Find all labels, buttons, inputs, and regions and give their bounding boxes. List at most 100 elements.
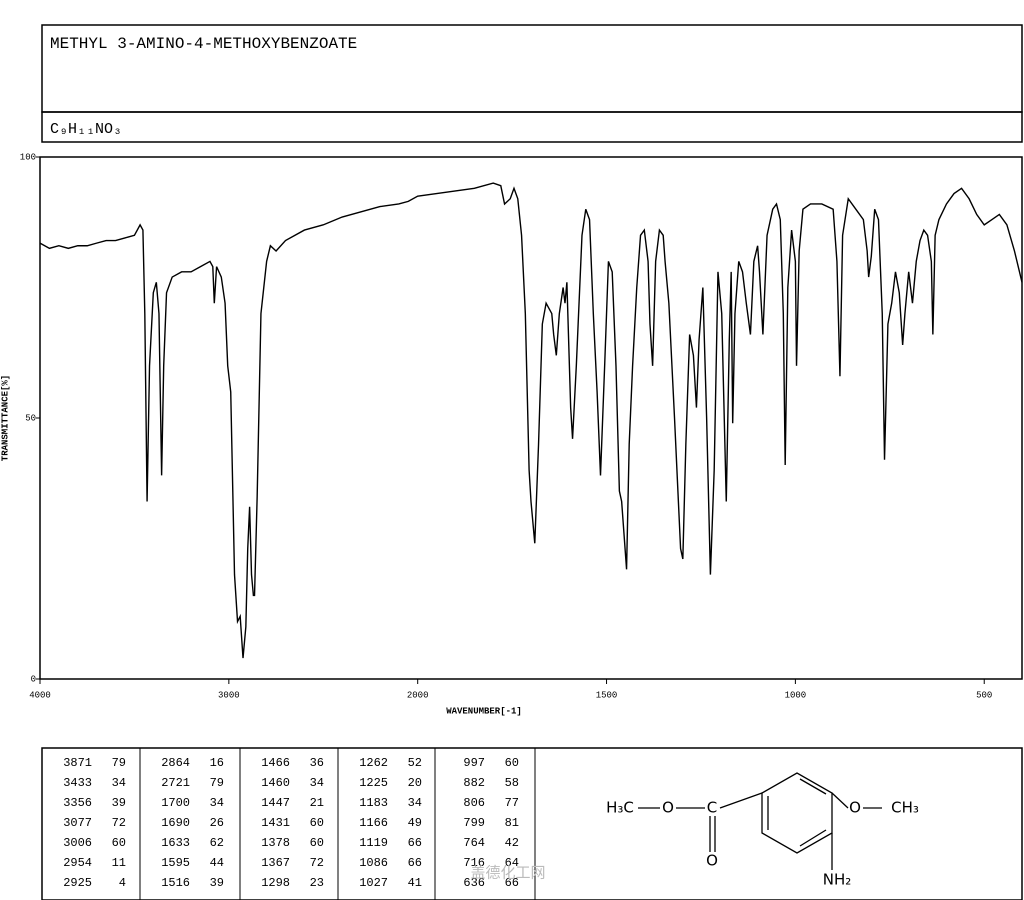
peak-wavenumber: 1183 xyxy=(359,796,388,810)
peak-wavenumber: 806 xyxy=(463,796,485,810)
y-tick-label: 100 xyxy=(20,152,36,162)
peak-transmittance: 60 xyxy=(112,836,126,850)
peak-transmittance: 72 xyxy=(310,856,324,870)
peak-transmittance: 79 xyxy=(210,776,224,790)
peak-transmittance: 44 xyxy=(210,856,224,870)
peak-wavenumber: 1595 xyxy=(161,856,190,870)
peak-wavenumber: 1367 xyxy=(261,856,290,870)
peak-transmittance: 42 xyxy=(505,836,519,850)
peak-transmittance: 4 xyxy=(119,876,126,890)
x-tick-label: 4000 xyxy=(29,690,51,700)
bond xyxy=(799,778,827,795)
peak-transmittance: 34 xyxy=(408,796,422,810)
atom-label: O xyxy=(849,799,861,817)
peak-transmittance: 36 xyxy=(310,756,324,770)
peak-wavenumber: 1086 xyxy=(359,856,388,870)
peak-wavenumber: 1466 xyxy=(261,756,290,770)
bond xyxy=(719,792,763,809)
structure xyxy=(638,772,882,870)
peak-wavenumber: 1027 xyxy=(359,876,388,890)
y-tick-label: 50 xyxy=(25,413,36,423)
peak-transmittance: 39 xyxy=(112,796,126,810)
peak-wavenumber: 882 xyxy=(463,776,485,790)
x-tick-label: 1500 xyxy=(596,690,618,700)
peak-wavenumber: 2925 xyxy=(63,876,92,890)
peak-transmittance: 26 xyxy=(210,816,224,830)
peak-wavenumber: 2954 xyxy=(63,856,92,870)
peak-wavenumber: 1431 xyxy=(261,816,290,830)
spectrum-line xyxy=(39,182,1023,659)
peak-transmittance: 60 xyxy=(310,836,324,850)
table-box xyxy=(41,747,1023,900)
peak-transmittance: 81 xyxy=(505,816,519,830)
peak-transmittance: 58 xyxy=(505,776,519,790)
peak-wavenumber: 1700 xyxy=(161,796,190,810)
peak-wavenumber: 799 xyxy=(463,816,485,830)
peak-transmittance: 34 xyxy=(310,776,324,790)
peak-transmittance: 52 xyxy=(408,756,422,770)
atom-label: O xyxy=(662,799,674,817)
peak-transmittance: 62 xyxy=(210,836,224,850)
peak-wavenumber: 764 xyxy=(463,836,485,850)
x-tick-label: 500 xyxy=(976,690,992,700)
peak-wavenumber: 2864 xyxy=(161,756,190,770)
atom-label: O xyxy=(706,852,718,870)
peak-transmittance: 66 xyxy=(408,856,422,870)
peak-transmittance: 21 xyxy=(310,796,324,810)
peak-wavenumber: 997 xyxy=(463,756,485,770)
peak-wavenumber: 3871 xyxy=(63,756,92,770)
peak-transmittance: 34 xyxy=(210,796,224,810)
peak-transmittance: 64 xyxy=(505,856,519,870)
peak-wavenumber: 3356 xyxy=(63,796,92,810)
peak-wavenumber: 1447 xyxy=(261,796,290,810)
peak-transmittance: 79 xyxy=(112,756,126,770)
peak-transmittance: 11 xyxy=(112,856,126,870)
x-tick-label: 2000 xyxy=(407,690,429,700)
peak-wavenumber: 636 xyxy=(463,876,485,890)
formula: C₉H₁₁NO₃ xyxy=(50,121,122,138)
peak-transmittance: 39 xyxy=(210,876,224,890)
compound-title: METHYL 3-AMINO-4-METHOXYBENZOATE xyxy=(50,35,357,53)
atom-label: H₃C xyxy=(606,799,634,817)
peak-wavenumber: 2721 xyxy=(161,776,190,790)
peak-transmittance: 66 xyxy=(505,876,519,890)
peak-transmittance: 41 xyxy=(408,876,422,890)
peak-transmittance: 60 xyxy=(505,756,519,770)
benzene-ring xyxy=(761,772,833,854)
x-axis-label: WAVENUMBER[-1] xyxy=(446,706,522,716)
peak-transmittance: 60 xyxy=(310,816,324,830)
atom-label: C xyxy=(707,799,717,817)
peak-wavenumber: 716 xyxy=(463,856,485,870)
bond xyxy=(831,792,849,809)
peak-wavenumber: 1633 xyxy=(161,836,190,850)
watermark: 盖德化工网 xyxy=(470,864,545,882)
peak-transmittance: 23 xyxy=(310,876,324,890)
peak-wavenumber: 1460 xyxy=(261,776,290,790)
peak-table: 3871 79 3433 34 3356 39 3077 72 3006 60 2954 11 2925… xyxy=(41,747,1023,900)
peak-transmittance: 16 xyxy=(210,756,224,770)
peak-wavenumber: 3077 xyxy=(63,816,92,830)
atom-label: CH₃ xyxy=(891,799,919,817)
peak-transmittance: 34 xyxy=(112,776,126,790)
y-axis-label: TRANSMITTANCE[%] xyxy=(0,375,10,461)
x-tick-label: 3000 xyxy=(218,690,240,700)
peak-wavenumber: 1378 xyxy=(261,836,290,850)
peak-wavenumber: 3006 xyxy=(63,836,92,850)
x-tick-label: 1000 xyxy=(785,690,807,700)
bond xyxy=(799,829,827,847)
atom-label: NH₂ xyxy=(823,871,852,889)
peak-transmittance: 72 xyxy=(112,816,126,830)
peak-wavenumber: 1298 xyxy=(261,876,290,890)
formula-box xyxy=(41,111,1023,143)
peak-wavenumber: 1516 xyxy=(161,876,190,890)
peak-wavenumber: 1225 xyxy=(359,776,388,790)
plot-frame xyxy=(39,156,1023,680)
peak-wavenumber: 1166 xyxy=(359,816,388,830)
peak-wavenumber: 1262 xyxy=(359,756,388,770)
peak-transmittance: 49 xyxy=(408,816,422,830)
peak-wavenumber: 1690 xyxy=(161,816,190,830)
peak-wavenumber: 1119 xyxy=(359,836,388,850)
peak-transmittance: 20 xyxy=(408,776,422,790)
y-tick-label: 0 xyxy=(31,674,36,684)
